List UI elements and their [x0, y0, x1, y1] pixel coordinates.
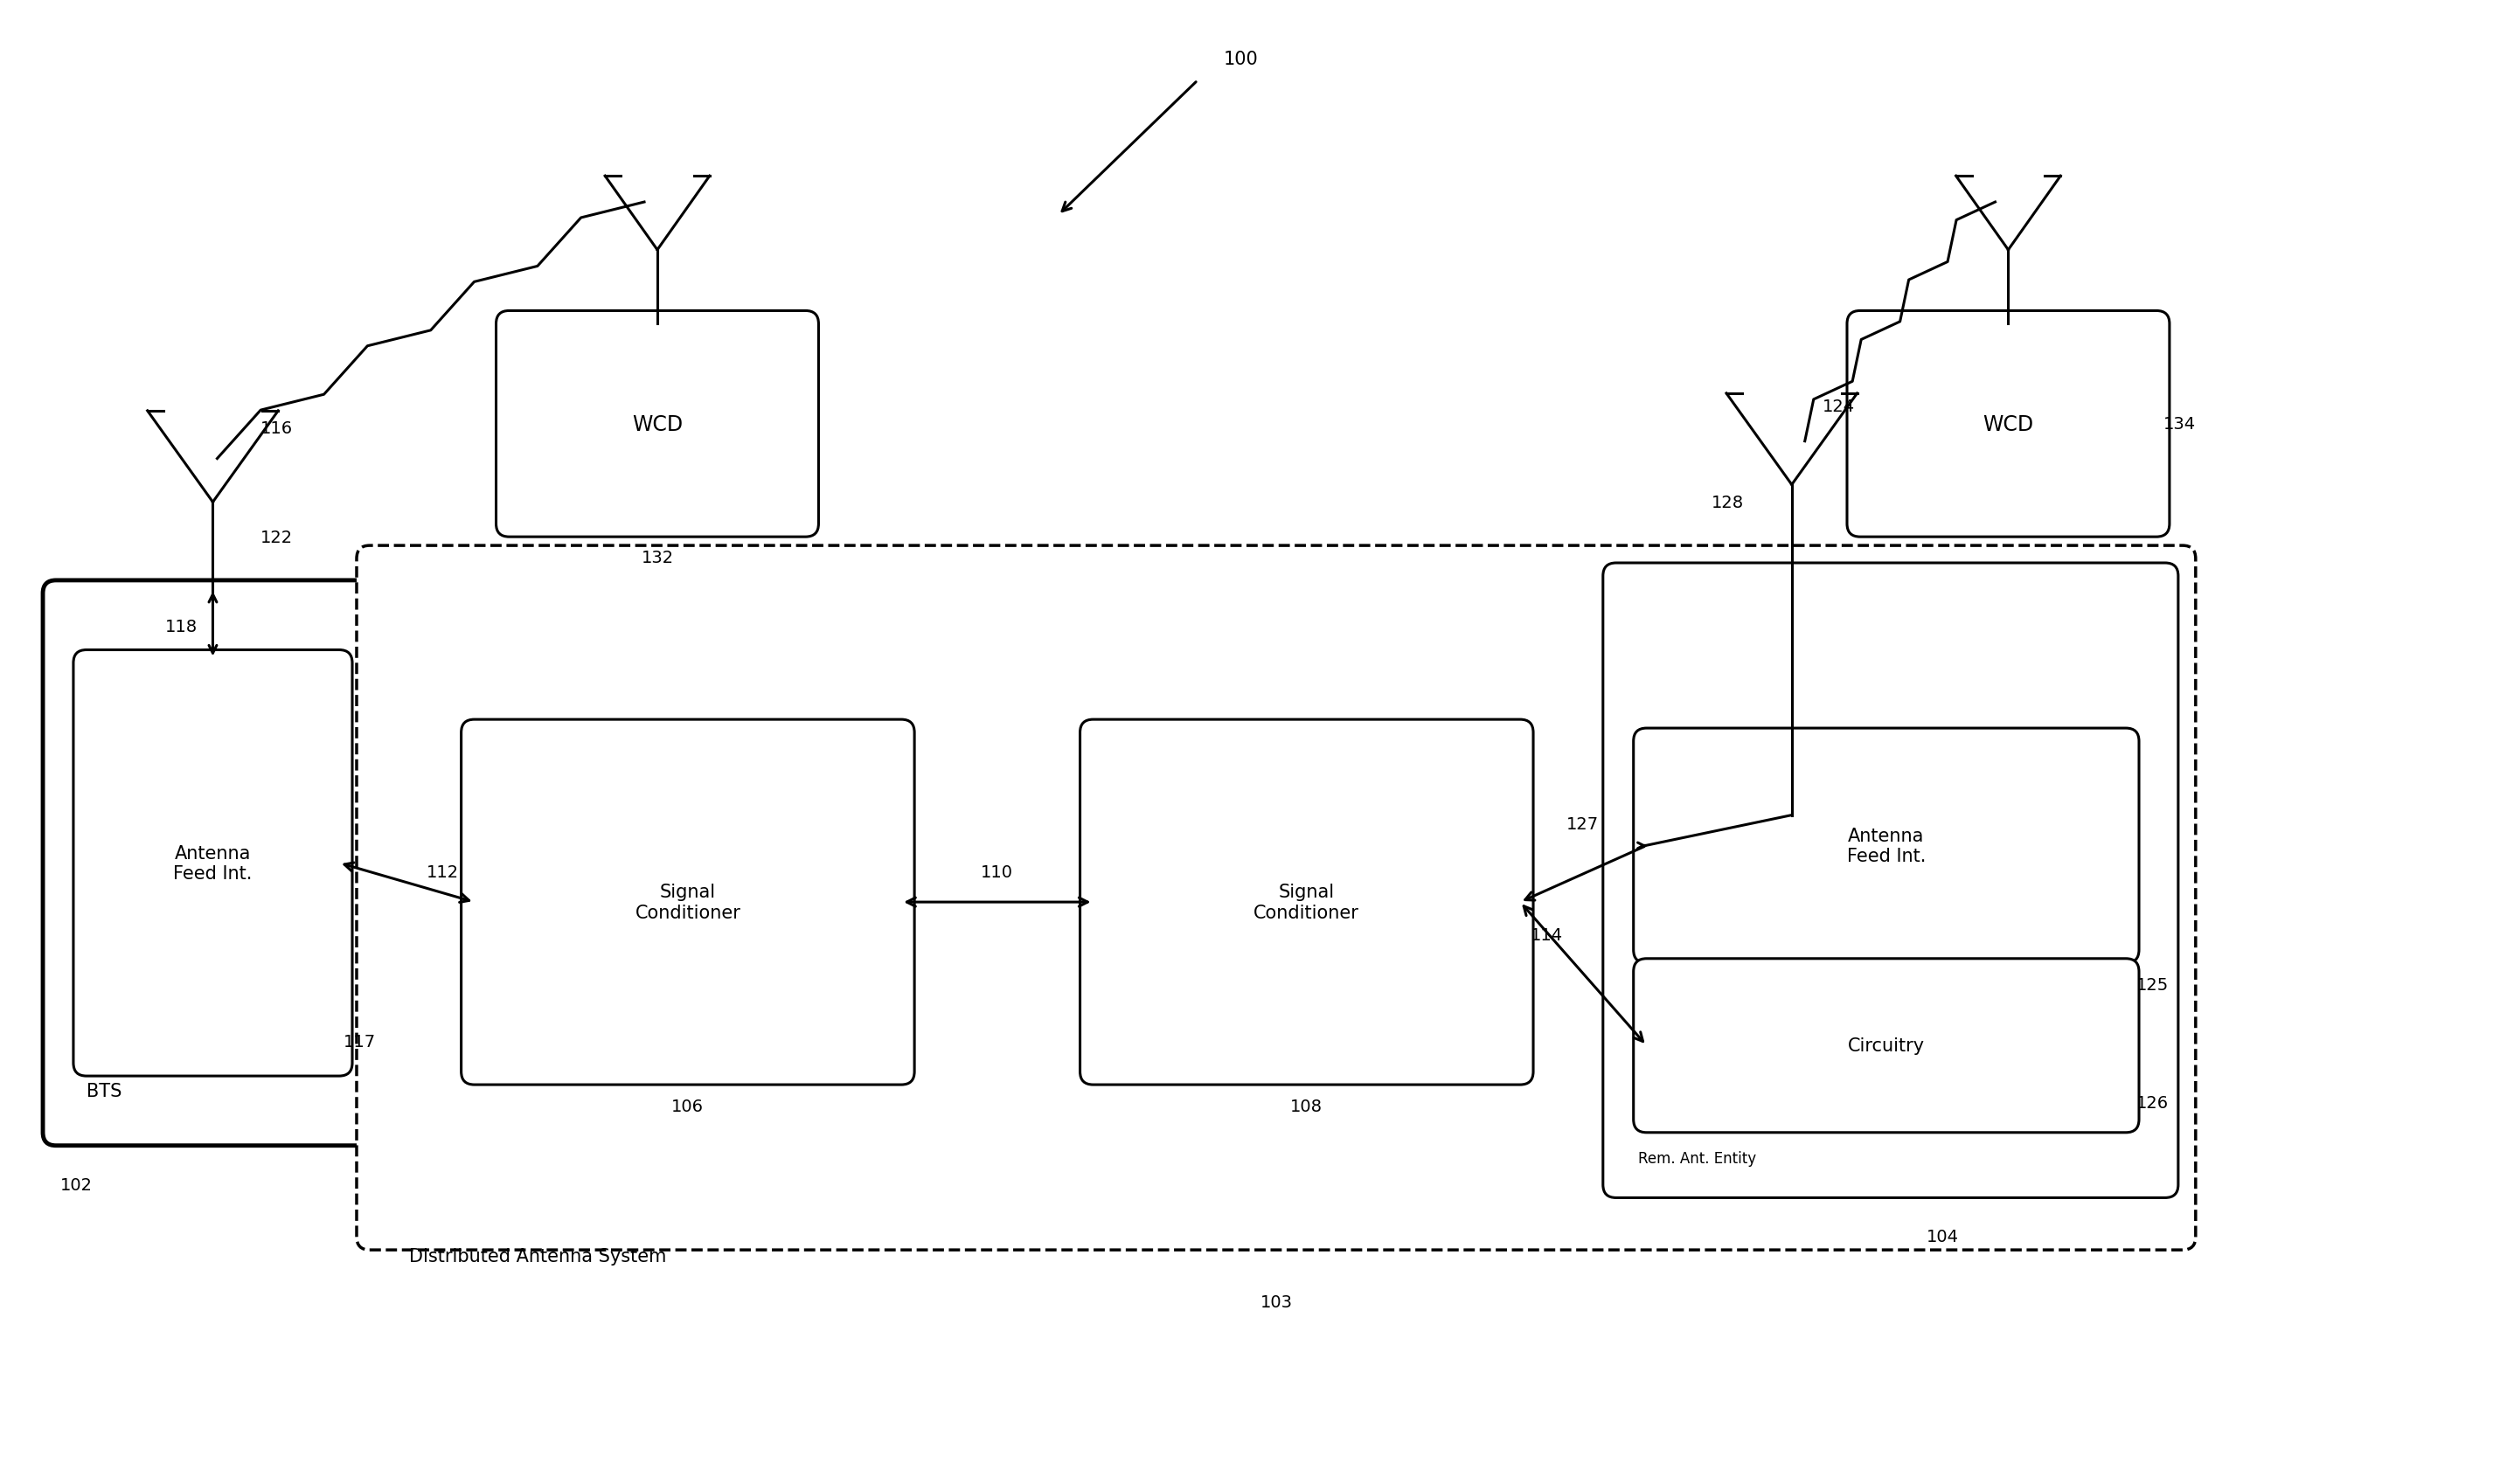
Text: 127: 127: [1566, 816, 1598, 833]
FancyBboxPatch shape: [356, 546, 2196, 1250]
FancyBboxPatch shape: [1603, 564, 2179, 1198]
Text: Signal
Conditioner: Signal Conditioner: [636, 883, 740, 922]
Text: WCD: WCD: [631, 414, 683, 435]
Text: 124: 124: [1822, 399, 1855, 416]
FancyBboxPatch shape: [1633, 959, 2139, 1132]
Text: 114: 114: [1531, 928, 1563, 944]
Text: 106: 106: [671, 1098, 703, 1114]
Text: 110: 110: [982, 864, 1012, 880]
Text: 108: 108: [1291, 1098, 1324, 1114]
Text: Antenna
Feed Int.: Antenna Feed Int.: [175, 844, 252, 881]
FancyBboxPatch shape: [1847, 312, 2169, 537]
Text: 125: 125: [2137, 976, 2169, 993]
Text: 103: 103: [1259, 1294, 1291, 1310]
Text: 112: 112: [426, 864, 459, 880]
Text: 132: 132: [641, 549, 673, 565]
Text: 102: 102: [60, 1177, 92, 1193]
FancyBboxPatch shape: [72, 650, 352, 1076]
Text: 128: 128: [1710, 494, 1743, 510]
FancyBboxPatch shape: [1633, 729, 2139, 963]
Text: WCD: WCD: [1982, 414, 2034, 435]
Text: BTS: BTS: [87, 1082, 122, 1100]
Text: 118: 118: [165, 619, 197, 635]
Text: Antenna
Feed Int.: Antenna Feed Int.: [1847, 827, 1925, 865]
Text: 104: 104: [1927, 1229, 1959, 1245]
Text: 122: 122: [262, 528, 294, 546]
FancyBboxPatch shape: [1079, 720, 1533, 1085]
Text: 100: 100: [1224, 50, 1259, 68]
Text: Signal
Conditioner: Signal Conditioner: [1254, 883, 1359, 922]
Text: Distributed Antenna System: Distributed Antenna System: [409, 1248, 666, 1264]
FancyBboxPatch shape: [496, 312, 818, 537]
FancyBboxPatch shape: [461, 720, 915, 1085]
Text: Circuitry: Circuitry: [1847, 1037, 1925, 1055]
Text: 116: 116: [262, 420, 294, 436]
Text: Rem. Ant. Entity: Rem. Ant. Entity: [1638, 1150, 1755, 1166]
Text: 134: 134: [2164, 416, 2196, 433]
FancyBboxPatch shape: [42, 580, 384, 1146]
Text: 126: 126: [2137, 1094, 2169, 1112]
Text: 117: 117: [344, 1033, 376, 1051]
